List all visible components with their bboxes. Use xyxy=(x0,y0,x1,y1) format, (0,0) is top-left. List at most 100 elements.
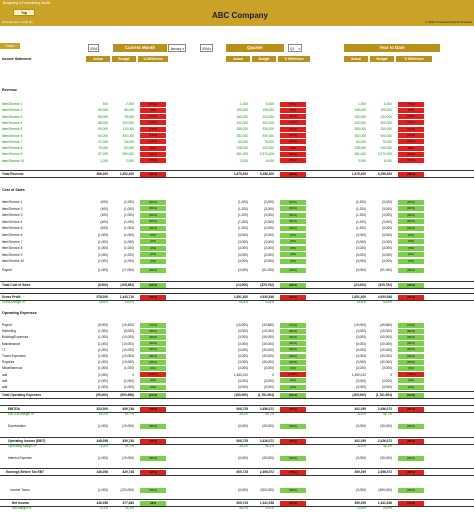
budget-cell-3: 5,256,300 xyxy=(377,172,392,176)
company-name: ABC Company xyxy=(211,11,268,20)
budget-cell-1: (16,520) xyxy=(122,323,134,327)
revenue-row: Item/Service 5 99,000 110,000 (10%) 285,000 3… xyxy=(0,126,474,132)
opex-row: Building/Expenses (1,000) (10,000) (90%) (3,… xyxy=(0,334,474,340)
period-select-value: 2016 xyxy=(202,47,210,51)
month-select[interactable]: January ▾ xyxy=(168,44,186,52)
actual-cell-1: (400) xyxy=(100,226,108,231)
difference-badge-3: (60%) xyxy=(398,206,424,212)
difference-badge-2: (91%) xyxy=(280,151,306,157)
actual-cell-3: 285,000 xyxy=(354,127,366,132)
column-header-row: Income Statement Actual Budget % Differe… xyxy=(0,56,474,62)
actual-cell-2: 182,000 xyxy=(236,114,248,119)
budget-cell-1: (10,000) xyxy=(122,360,134,365)
col-diff-2: % Difference xyxy=(278,56,310,62)
actual-cell-1: 21,000 xyxy=(98,139,108,144)
difference-badge-3: (90%) xyxy=(398,347,424,353)
difference-badge-3: (83%) xyxy=(398,469,424,475)
difference-badge-1: (10%) xyxy=(140,126,166,132)
difference-badge-1: (90%) xyxy=(140,455,166,461)
period-select[interactable]: 2016 ▾ xyxy=(200,44,213,52)
actual-cell-3: (3,000) xyxy=(355,456,366,460)
col-budget-1: Budget xyxy=(112,56,136,62)
actual-cell-3: (165,000) xyxy=(352,393,366,397)
ytd-label: Year to Date xyxy=(379,45,405,50)
budget-cell-2: 0 xyxy=(272,372,274,377)
difference-badge-3: (90%) xyxy=(398,423,424,429)
actual-cell-1: (1,000) xyxy=(97,366,108,371)
difference-badge-2: (0%) xyxy=(280,245,306,251)
row-label: Total Operating Expenses xyxy=(2,393,42,397)
difference-badge-1: (0%) xyxy=(140,232,166,238)
budget-cell-2: 2,396,072 xyxy=(259,470,274,474)
actual-cell-1: 89.2% xyxy=(98,412,108,416)
actual-cell-3: (3,000) xyxy=(355,347,366,352)
difference-badge-3: (0%) xyxy=(398,232,424,238)
actual-cell-1: (1,000) xyxy=(97,347,108,352)
difference-badge-2: (60%) xyxy=(280,212,306,218)
budget-cell-1: (10,000) xyxy=(122,341,134,346)
chevron-down-icon: ▾ xyxy=(182,47,184,51)
month-select-value: January xyxy=(170,47,182,51)
top-button[interactable]: Top xyxy=(13,9,35,16)
difference-badge-1: (0%) xyxy=(140,365,166,371)
actual-cell-1: (1,000) xyxy=(97,335,108,340)
budget-cell-3: (30,000) xyxy=(380,354,392,358)
cost-of-sales-heading: Cost of Sales xyxy=(2,188,25,192)
budget-cell-2: (3,000) xyxy=(263,239,274,244)
cos-payroll-row: Payroll (1,000) (17,000) (94%) (3,000) (51,00… xyxy=(0,267,474,273)
row-label: Gross Profit xyxy=(2,295,21,299)
row-label: EBITDA xyxy=(8,407,20,411)
actual-cell-1: 99,000 xyxy=(98,127,108,132)
row-label: Net Income xyxy=(12,501,30,505)
difference-badge-2: (60%) xyxy=(280,219,306,225)
actual-cell-3: 402,299 xyxy=(354,439,366,443)
budget-cell-1: 990,000 xyxy=(122,152,134,157)
difference-badge-2: (0%) xyxy=(280,378,306,384)
year-select[interactable]: 2016 xyxy=(88,44,99,52)
graph-button[interactable]: Graph xyxy=(0,43,20,49)
revenue-total-row: Total Revenue 586,000 1,552,300 (62%) 1,675,… xyxy=(0,170,474,178)
actual-cell-3: (3,000) xyxy=(355,360,366,365)
quarter-select[interactable]: Q1 ▾ xyxy=(288,44,302,52)
opex-row: add (1,000) (1,000) (0%) (3,000) (3,000) (0%) (… xyxy=(0,384,474,390)
difference-badge-2: (75%) xyxy=(280,406,306,412)
row-label: Item/Service 2 xyxy=(2,206,23,211)
budget-cell-1: (1,000) xyxy=(123,259,134,264)
actual-cell-3: 23.8% xyxy=(356,506,366,510)
actual-cell-1: (400) xyxy=(100,219,108,224)
actual-cell-2: 1,452,012 xyxy=(233,372,248,377)
budget-cell-2: (360,000) xyxy=(260,488,274,492)
actual-cell-3: (3,000) xyxy=(355,488,366,492)
actual-cell-1: (1,000) xyxy=(97,341,108,346)
actual-cell-1: 76.1% xyxy=(98,506,108,510)
budget-cell-1: 78,000 xyxy=(124,114,134,119)
difference-badge-3: (0%) xyxy=(398,239,424,245)
budget-cell-1: 93.0% xyxy=(124,300,134,304)
budget-cell-1: (17,000) xyxy=(122,268,134,272)
depreciation-row: Depreciation (1,000) (10,000) (90%) (3,000) (… xyxy=(0,423,474,429)
actual-cell-2: (3,000) xyxy=(237,378,248,383)
budget-cell-3: (51,000) xyxy=(380,268,392,272)
col-diff-3: % Difference xyxy=(396,56,432,62)
actual-cell-3: 182,000 xyxy=(354,114,366,119)
row-label: Item/Service 10 xyxy=(2,259,25,264)
row-label: Earnings Before Tax EBT xyxy=(6,470,45,474)
revenue-row: Item/Service 4 88,000 100,000 (12%) 242,000 3… xyxy=(0,120,474,126)
budget-cell-2: 2,456,072 xyxy=(259,407,274,411)
budget-cell-3: 25.5% xyxy=(382,506,392,510)
actual-cell-2: (3,000) xyxy=(237,456,248,460)
difference-badge-1: (80%) xyxy=(140,328,166,334)
difference-badge-2: (75%) xyxy=(280,438,306,444)
row-label: Operating Margin % xyxy=(8,444,37,448)
actual-cell-3: 195,000 xyxy=(354,108,366,113)
actual-cell-1: 65,000 xyxy=(98,108,108,113)
difference-badge-2: (100%) xyxy=(280,372,306,378)
actual-cell-2: 98.6% xyxy=(238,300,248,304)
revenue-row: Item/Service 10 1,000 2,000 (50%) 3,000 6,000… xyxy=(0,158,474,164)
actual-cell-2: (1,200) xyxy=(237,206,248,211)
difference-badge-2: (19%) xyxy=(280,120,306,126)
difference-badge-1: (90%) xyxy=(140,359,166,365)
difference-badge-2: (0%) xyxy=(280,107,306,113)
difference-badge-2: (0%) xyxy=(280,239,306,245)
col-actual-2: Actual xyxy=(226,56,250,62)
